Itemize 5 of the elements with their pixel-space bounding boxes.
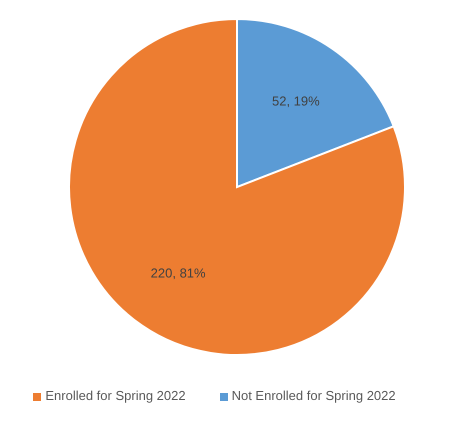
data-label: 52, 19% xyxy=(272,94,320,109)
legend-label: Not Enrolled for Spring 2022 xyxy=(232,388,396,403)
pie-slice xyxy=(68,18,406,356)
data-label: 220, 81% xyxy=(150,265,206,280)
legend-label: Enrolled for Spring 2022 xyxy=(45,388,186,403)
